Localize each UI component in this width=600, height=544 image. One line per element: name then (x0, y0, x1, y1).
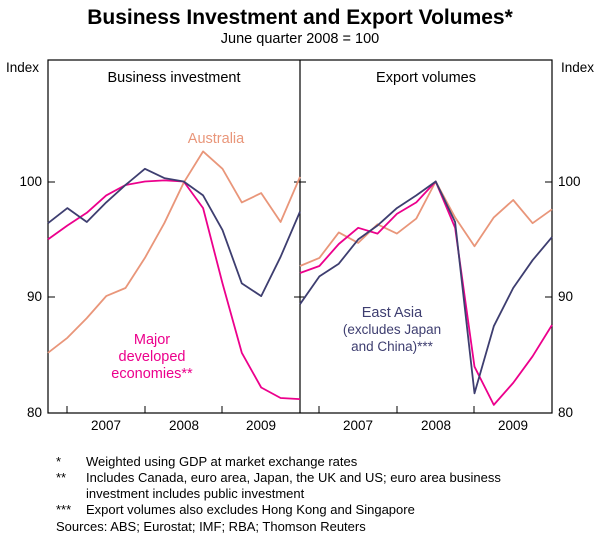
series-line-australia-panel2 (299, 181, 553, 268)
series-line-east-asia-panel2 (299, 181, 553, 395)
series-label-east-asia-line3: and China)*** (351, 339, 434, 354)
series-label-east-asia-line2: (excludes Japan (343, 322, 441, 337)
x-tick-label-2009-left: 2009 (246, 418, 276, 433)
footnotes: * Weighted using GDP at market exchange … (56, 454, 600, 534)
chart-title: Business Investment and Export Volumes* (87, 6, 513, 29)
x-tick-label-2007-left: 2007 (91, 418, 121, 433)
series-label-major-developed-line2: developed (119, 349, 186, 365)
footnote-text: Weighted using GDP at market exchange ra… (86, 454, 358, 470)
footnote-text: Export volumes also excludes Hong Kong a… (86, 502, 415, 518)
footnote-text: Includes Canada, euro area, Japan, the U… (86, 470, 501, 502)
series-line-east-asia-panel1 (47, 168, 301, 298)
footnote-marker: ** (56, 470, 67, 486)
series-label-major-developed-line3: economies** (111, 366, 193, 382)
x-tick-label-2009-right: 2009 (498, 418, 528, 433)
footnote-row-2: ** Includes Canada, euro area, Japan, th… (56, 470, 600, 502)
series-label-major-developed-line1: Major (134, 332, 170, 348)
series-line-major-developed-panel1 (47, 179, 301, 401)
chart-canvas: Index Index 100 90 80 100 90 80 2007 200… (6, 59, 594, 433)
page: { "title": "Business Investment and Expo… (0, 6, 600, 544)
y-tick-label-right-90: 90 (558, 289, 573, 304)
x-tick-label-2007-right: 2007 (343, 418, 373, 433)
chart-subtitle: June quarter 2008 = 100 (220, 31, 380, 48)
sources-line: Sources: ABS; Eurostat; IMF; RBA; Thomso… (56, 518, 366, 534)
y-tick-label-left-90: 90 (27, 289, 42, 304)
footnote-row-3: *** Export volumes also excludes Hong Ko… (56, 502, 600, 518)
y-axis-unit-left: Index (6, 60, 39, 75)
footnote-marker: * (56, 454, 62, 470)
x-tick-label-2008-right: 2008 (421, 418, 451, 433)
series-label-australia: Australia (188, 131, 245, 147)
panel-title-business-investment: Business investment (108, 70, 241, 86)
panel-title-export-volumes: Export volumes (376, 70, 476, 86)
series-labels: Australia Major developed economies** Ea… (111, 131, 441, 382)
footnote-row-1: * Weighted using GDP at market exchange … (56, 454, 600, 470)
series-label-east-asia-line1: East Asia (362, 305, 423, 321)
y-tick-label-right-100: 100 (558, 174, 581, 189)
y-axis-unit-right: Index (561, 60, 594, 75)
x-tick-label-2008-left: 2008 (169, 418, 199, 433)
footnote-marker: *** (56, 502, 72, 518)
y-tick-label-left-80: 80 (27, 405, 42, 420)
series-line-australia-panel1 (47, 150, 301, 354)
y-tick-label-right-80: 80 (558, 405, 573, 420)
series-line-major-developed-panel2 (299, 181, 553, 407)
y-tick-label-left-100: 100 (19, 174, 42, 189)
